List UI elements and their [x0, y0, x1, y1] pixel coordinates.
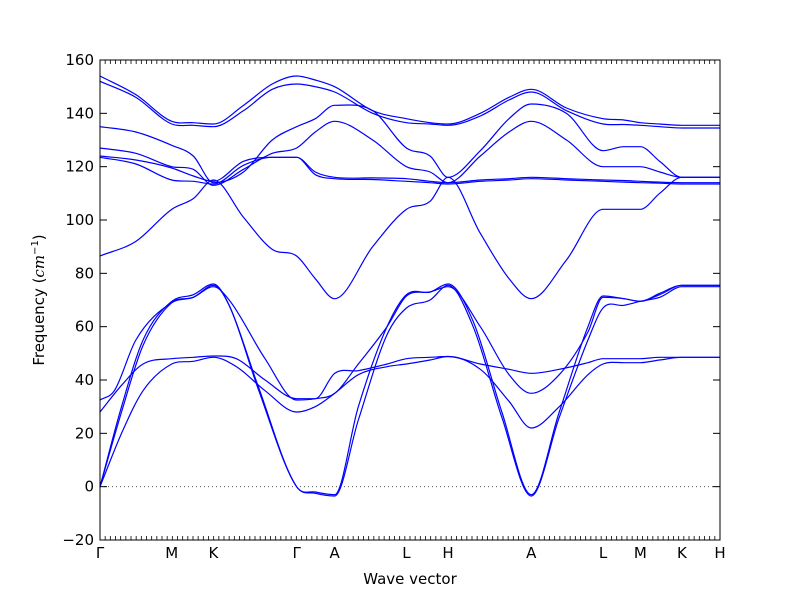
band-2 — [99, 80, 721, 129]
plot-frame — [99, 59, 721, 541]
x-axis-label: Wave vector — [363, 570, 457, 588]
band-8 — [99, 283, 721, 496]
y-tick-label: 40 — [75, 371, 94, 389]
x-tick-label-K: K — [208, 544, 219, 562]
band-3 — [99, 103, 721, 184]
y-tick-label: 20 — [75, 424, 94, 442]
band-12 — [99, 355, 721, 488]
x-tick-label-Γ: Γ — [96, 544, 105, 562]
x-tick-label-A: A — [526, 544, 537, 562]
band-5 — [99, 155, 721, 184]
x-tick-label-L: L — [402, 544, 411, 562]
y-tick-label: 160 — [65, 51, 94, 69]
band-6 — [99, 156, 721, 185]
x-tick-label-M: M — [165, 544, 178, 562]
x-tick-label-L: L — [599, 544, 608, 562]
y-tick-label: 120 — [65, 158, 94, 176]
band-1 — [99, 75, 721, 126]
band-7 — [99, 176, 721, 300]
x-tick-label-H: H — [442, 544, 453, 562]
plot-area — [99, 75, 721, 497]
y-tick-label: 100 — [65, 211, 94, 229]
y-tick-label: 140 — [65, 104, 94, 122]
y-tick-label: 0 — [84, 478, 94, 496]
y-tick-label: 80 — [75, 264, 94, 282]
band-10 — [99, 284, 721, 401]
axes: −20 0 20 40 60 80 100 120 140 160 Γ M K Γ A L H A L M K H — [62, 51, 725, 562]
y-tick-label: 60 — [75, 318, 94, 336]
x-tick-label-H: H — [714, 544, 725, 562]
x-tick-label-A: A — [330, 544, 341, 562]
x-tick-label-M: M — [634, 544, 647, 562]
y-tick-label: −20 — [62, 531, 94, 549]
band-11 — [99, 355, 721, 413]
y-axis-label: Frequency (cm−1) — [30, 234, 48, 365]
x-tick-label-K: K — [677, 544, 688, 562]
band-9 — [99, 284, 721, 497]
band-4 — [99, 120, 721, 186]
x-tick-label-Γ: Γ — [292, 544, 301, 562]
